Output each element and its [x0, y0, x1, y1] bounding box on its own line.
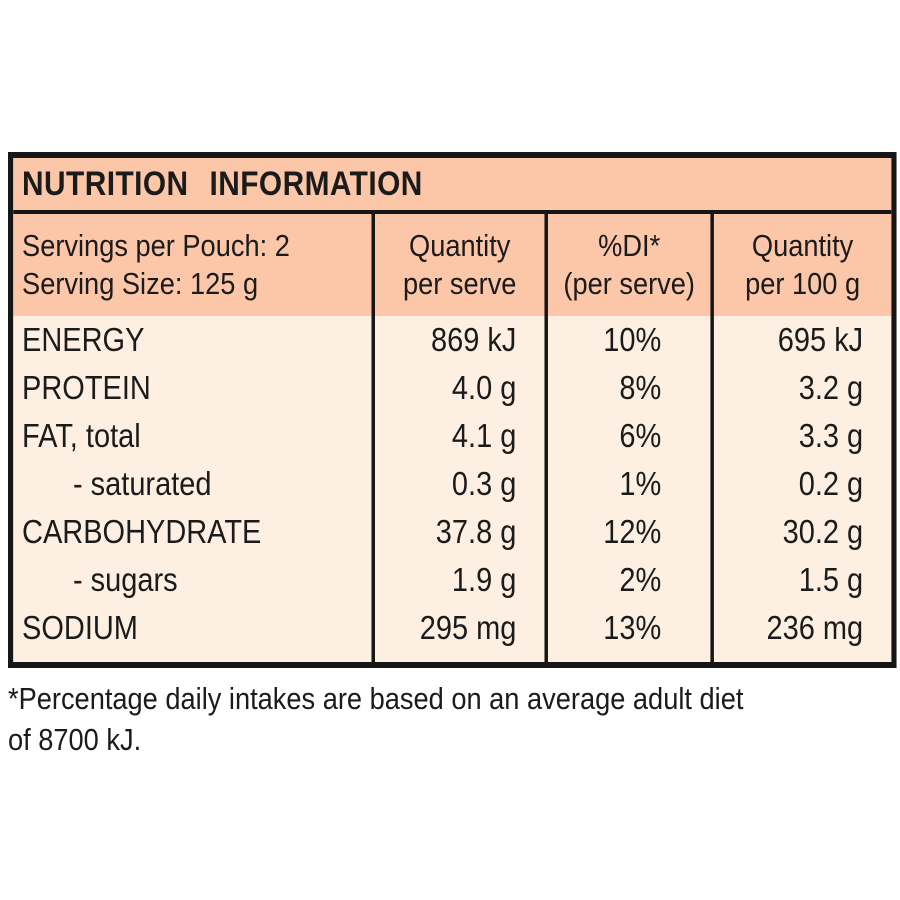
energy-di: 10% [544, 316, 711, 364]
sugars-per-serve: 1.9 g [371, 556, 545, 604]
carbohydrate-per-100g: 30.2 g [710, 508, 892, 556]
serving-info-header: Servings per Pouch: 2 Serving Size: 125 … [13, 214, 372, 316]
fat-di: 6% [544, 412, 711, 460]
energy-per-100g: 695 kJ [710, 316, 892, 364]
daily-intake-footnote: *Percentage daily intakes are based on a… [8, 678, 897, 760]
col-header-quantity-per-serve: Quantity per serve [371, 214, 545, 316]
carbohydrate-per-serve: 37.8 g [371, 508, 545, 556]
nutrient-name-saturated: - saturated [13, 460, 372, 508]
nutrition-table: NUTRITION INFORMATION Servings per Pouch… [8, 152, 897, 668]
fat-per-serve: 4.1 g [371, 412, 545, 460]
nutrient-name-sugars: - sugars [13, 556, 372, 604]
protein-per-100g: 3.2 g [710, 364, 892, 412]
sodium-di: 13% [544, 604, 711, 652]
sodium-per-100g: 236 mg [710, 604, 892, 652]
carbohydrate-di: 12% [544, 508, 711, 556]
sugars-di: 2% [544, 556, 711, 604]
footnote-line-2: of 8700 kJ. [8, 722, 142, 757]
saturated-di: 1% [544, 460, 711, 508]
fat-per-100g: 3.3 g [710, 412, 892, 460]
nutrition-label: NUTRITION INFORMATION Servings per Pouch… [8, 152, 897, 760]
nutrient-name-energy: ENERGY [13, 316, 372, 364]
protein-per-serve: 4.0 g [371, 364, 545, 412]
sugars-per-100g: 1.5 g [710, 556, 892, 604]
saturated-per-serve: 0.3 g [371, 460, 545, 508]
table-bottom-spacer [13, 652, 372, 662]
footnote-line-1: *Percentage daily intakes are based on a… [8, 681, 744, 716]
saturated-per-100g: 0.2 g [710, 460, 892, 508]
nutrient-name-carbohydrate: CARBOHYDRATE [13, 508, 372, 556]
energy-per-serve: 869 kJ [371, 316, 545, 364]
nutrient-name-fat-total: FAT, total [13, 412, 372, 460]
col-header-percent-di: %DI* (per serve) [544, 214, 711, 316]
sodium-per-serve: 295 mg [371, 604, 545, 652]
servings-per-pouch: Servings per Pouch: 2 [22, 228, 290, 263]
serving-size: Serving Size: 125 g [22, 266, 259, 301]
col-header-quantity-per-100g: Quantity per 100 g [710, 214, 892, 316]
table-title: NUTRITION INFORMATION [13, 158, 892, 214]
nutrient-name-protein: PROTEIN [13, 364, 372, 412]
protein-di: 8% [544, 364, 711, 412]
nutrient-name-sodium: SODIUM [13, 604, 372, 652]
nutrition-grid: Servings per Pouch: 2 Serving Size: 125 … [13, 214, 892, 662]
